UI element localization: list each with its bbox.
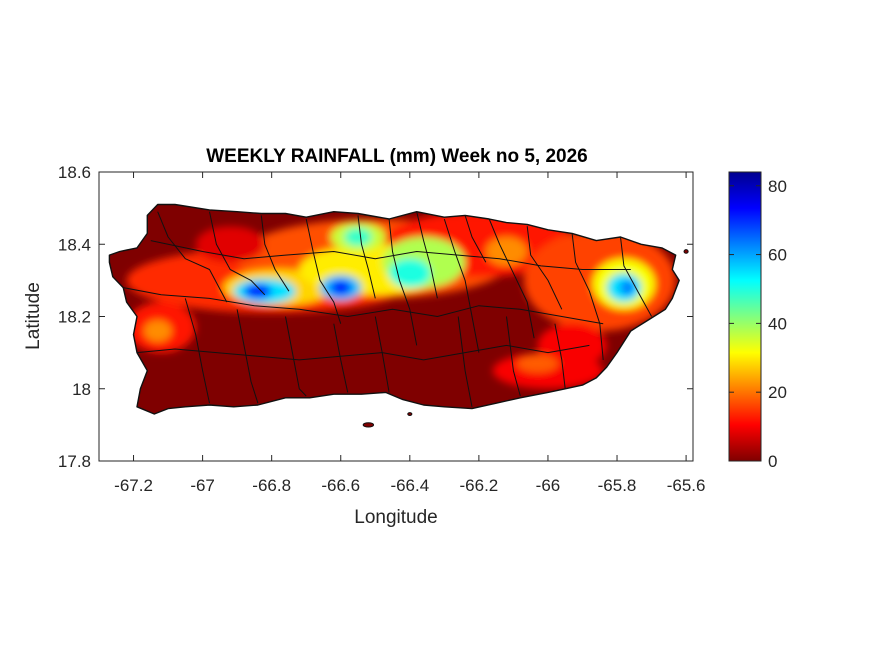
colorbar-tick-label: 80 — [768, 177, 787, 196]
municipality-boundary — [443, 218, 480, 353]
municipality-boundary — [136, 344, 590, 361]
x-tick-label: -65.6 — [667, 476, 706, 495]
municipality-boundary — [571, 233, 604, 360]
islets — [362, 249, 689, 428]
y-tick-label: 18.6 — [58, 163, 91, 182]
y-tick-label: 18 — [72, 380, 91, 399]
y-axis-label: Latitude — [23, 282, 44, 350]
municipality-boundary — [236, 309, 259, 404]
rainfall-contour — [620, 280, 635, 295]
municipality-boundary — [333, 323, 349, 393]
x-tick-label: -66.6 — [321, 476, 360, 495]
x-tick-label: -66 — [536, 476, 561, 495]
x-tick-label: -66.8 — [252, 476, 291, 495]
municipality-boundary — [184, 298, 210, 404]
colorbar-ticks: 0 20 40 60 80 — [729, 177, 787, 471]
x-axis-label: Longitude — [354, 507, 437, 528]
rainfall-contour — [244, 283, 272, 299]
x-tick-label: -66.2 — [460, 476, 499, 495]
rainfall-contour — [344, 227, 372, 247]
rainfall-contour — [143, 320, 172, 342]
municipality-boundary — [305, 218, 342, 324]
y-tick-label: 18.4 — [58, 235, 91, 254]
x-tick-label: -66.4 — [390, 476, 429, 495]
islet — [683, 249, 689, 254]
islet — [407, 412, 413, 416]
y-axis-ticks: 17.8 18 18.2 18.4 18.6 — [58, 163, 693, 471]
x-tick-label: -67 — [190, 476, 215, 495]
municipality-boundary — [457, 316, 473, 407]
municipality-boundary — [506, 316, 521, 397]
municipality-boundary — [620, 236, 653, 317]
colorbar-tick-label: 0 — [768, 452, 777, 471]
coastline — [108, 203, 680, 415]
x-tick-label: -65.8 — [598, 476, 637, 495]
colorbar: 0 20 40 60 80 — [728, 171, 787, 471]
municipality-boundary — [388, 218, 418, 346]
map-title: WEEKLY RAINFALL (mm) Week no 5, 2026 — [206, 146, 588, 167]
municipality-boundary — [285, 316, 307, 397]
municipality-boundary — [157, 211, 228, 303]
municipality-boundary — [209, 211, 266, 296]
municipality-boundary — [464, 215, 487, 263]
rainfall-contour — [195, 226, 265, 263]
colorbar-tick-label: 20 — [768, 383, 787, 402]
rainfall-contour — [537, 323, 607, 368]
municipality-boundary — [526, 226, 563, 310]
rainfall-contour — [516, 354, 559, 373]
municipality-boundary — [374, 316, 390, 393]
y-tick-label: 18.2 — [58, 308, 91, 327]
x-tick-label: -67.2 — [114, 476, 153, 495]
x-axis-ticks: -67.2 -67 -66.8 -66.6 -66.4 -66.2 -66 -65.8 -65.… — [114, 172, 705, 495]
municipality-boundary — [488, 218, 535, 339]
y-tick-label: 17.8 — [58, 452, 91, 471]
municipality-boundary — [150, 240, 631, 270]
rainfall-contour — [330, 280, 352, 295]
colorbar-gradient — [728, 171, 762, 462]
municipality-boundaries — [123, 211, 653, 407]
islet — [362, 422, 375, 428]
colorbar-tick-label: 40 — [768, 314, 787, 333]
rainfall-contour — [485, 237, 528, 266]
municipality-boundary — [554, 323, 566, 389]
municipality-boundary — [123, 287, 604, 325]
colorbar-tick-label: 60 — [768, 246, 787, 265]
municipality-boundary — [416, 211, 438, 299]
